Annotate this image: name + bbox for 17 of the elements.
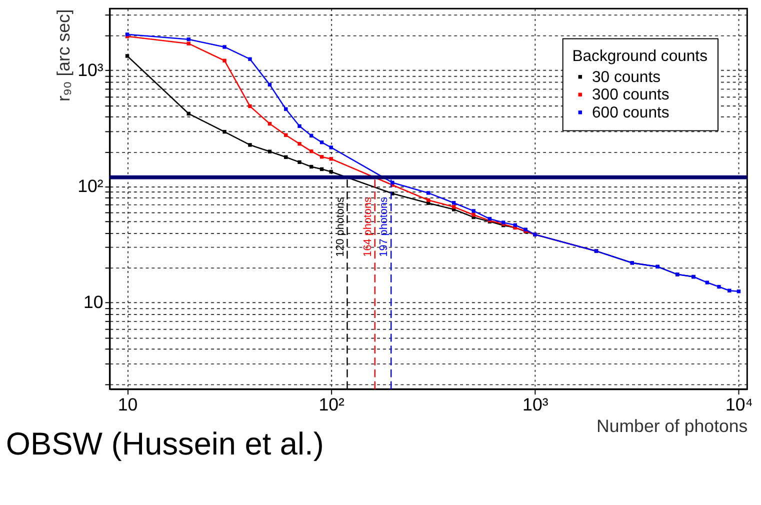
y-tick-label: 10³ bbox=[78, 60, 104, 80]
legend-label: 600 counts bbox=[592, 104, 670, 122]
ref-line-label: 120 photons bbox=[334, 196, 346, 257]
y-axis-title: r₉₀ [arc sec] bbox=[54, 9, 74, 102]
legend-label: 300 counts bbox=[592, 86, 670, 104]
ref-line-label: 164 photons bbox=[362, 196, 374, 257]
ref-line-label: 197 photons bbox=[378, 196, 390, 257]
y-tick-label: 10 bbox=[84, 292, 104, 312]
y-tick-label: 10² bbox=[78, 176, 104, 196]
text: OBSW (Hussein et al.) bbox=[6, 425, 324, 462]
x-tick-label: 10³ bbox=[522, 394, 548, 414]
x-axis-title: Number of photons bbox=[596, 416, 748, 436]
legend-label: 30 counts bbox=[592, 68, 661, 86]
x-tick-label: 10⁴ bbox=[726, 394, 753, 414]
x-tick-label: 10 bbox=[118, 394, 138, 414]
x-tick-label: 10² bbox=[318, 394, 344, 414]
legend-title: Background counts bbox=[572, 48, 708, 66]
